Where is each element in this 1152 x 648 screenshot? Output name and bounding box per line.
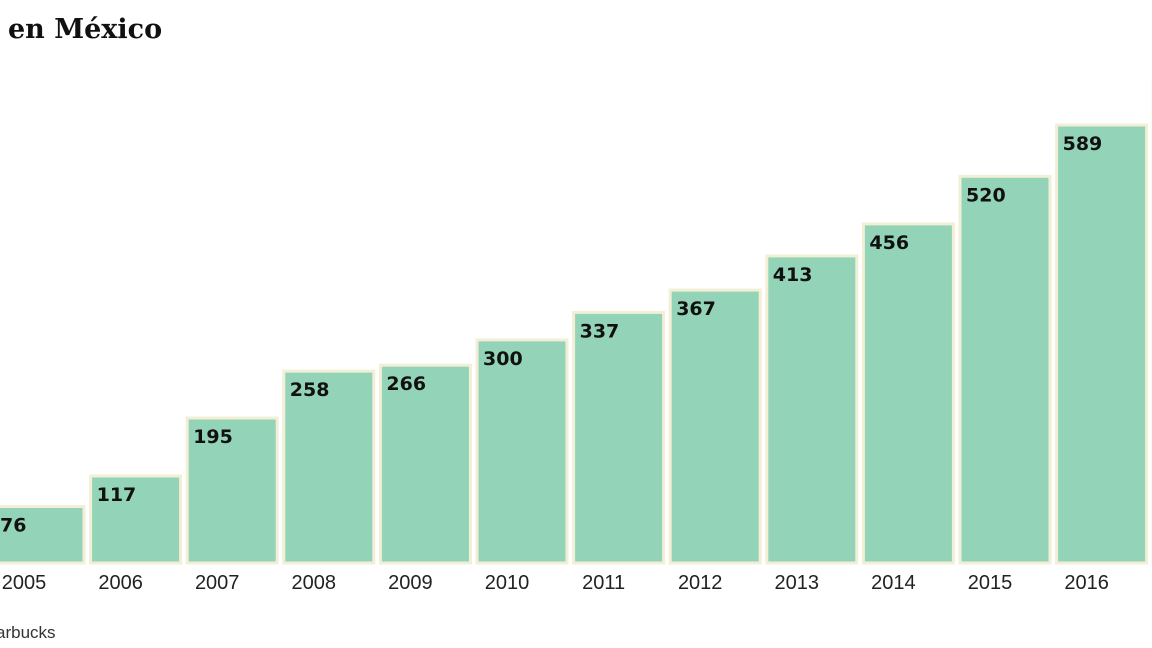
value-label: 117	[97, 484, 137, 506]
chart-title: en México	[8, 14, 162, 45]
x-tick-label: 2006	[98, 572, 143, 594]
value-label: 413	[773, 264, 813, 286]
x-tick-label: 2016	[1064, 572, 1109, 594]
bar	[185, 416, 279, 565]
bar	[0, 504, 86, 565]
value-label: 520	[966, 184, 1006, 206]
x-tick-label: 2005	[2, 572, 47, 594]
bar	[668, 288, 762, 565]
value-label: 456	[869, 232, 909, 254]
bar	[89, 474, 183, 565]
value-label: 300	[483, 348, 523, 370]
value-label: 258	[290, 379, 330, 401]
bar	[572, 310, 666, 565]
value-label: 266	[386, 373, 426, 395]
value-label: 76	[0, 514, 26, 536]
x-tick-label: 2013	[775, 572, 820, 594]
x-tick-label: 2008	[292, 572, 337, 594]
value-label: 337	[580, 320, 620, 342]
value-label: 589	[1063, 133, 1103, 155]
bar	[378, 363, 472, 565]
value-label: 367	[676, 298, 716, 320]
bar	[765, 254, 859, 565]
x-tick-label: 2014	[871, 572, 916, 594]
x-tick-label: 2015	[968, 572, 1013, 594]
x-tick-label: 2009	[388, 572, 433, 594]
source: arbucks	[0, 623, 56, 642]
x-tick-label: 2011	[582, 572, 625, 594]
bar	[958, 174, 1052, 565]
bar	[282, 369, 376, 565]
x-tick-label: 2012	[678, 572, 723, 594]
bar	[861, 222, 955, 565]
bar	[475, 338, 569, 565]
bar	[1055, 123, 1149, 565]
x-tick-label: 2007	[195, 572, 240, 594]
x-tick-label: 2010	[485, 572, 530, 594]
value-label: 195	[193, 426, 233, 448]
